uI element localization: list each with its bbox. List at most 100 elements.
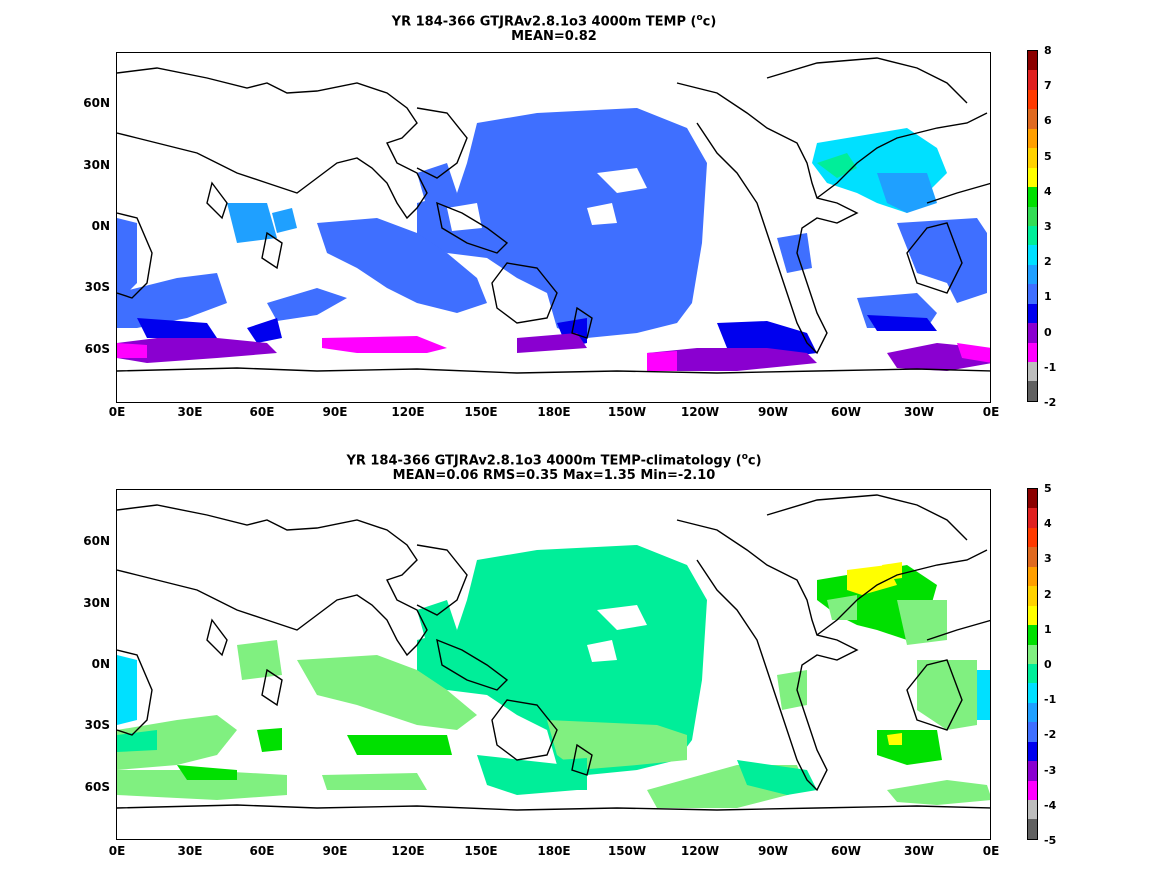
colorbar-tick-label: -1 bbox=[1044, 360, 1057, 374]
colorbar-tick-label: -3 bbox=[1044, 763, 1057, 777]
colorbar-tick-label: 2 bbox=[1044, 255, 1052, 269]
x-tick-label: 0E bbox=[982, 844, 1000, 858]
colorbar-tick-label: 4 bbox=[1044, 184, 1052, 198]
panel-subtitle: MEAN=0.82 bbox=[511, 29, 597, 44]
colorbar bbox=[1027, 488, 1038, 840]
temperature-anomaly-field bbox=[117, 545, 990, 808]
x-tick-label: 0E bbox=[108, 844, 126, 858]
y-tick-label: 60S bbox=[84, 780, 110, 794]
colorbar-segment bbox=[1028, 206, 1037, 226]
colorbar-segment bbox=[1028, 187, 1037, 207]
colorbar-tick-label: -2 bbox=[1044, 728, 1057, 742]
colorbar-tick-label: 0 bbox=[1044, 658, 1052, 671]
x-tick-label: 60W bbox=[831, 405, 861, 419]
x-tick-label: 0E bbox=[982, 405, 1000, 419]
colorbar-segment bbox=[1028, 51, 1037, 71]
title-suffix: ) bbox=[710, 14, 717, 30]
colorbar-tick-label: 6 bbox=[1044, 114, 1052, 128]
x-tick-label: 120W bbox=[680, 405, 720, 419]
colorbar-tick-label: 1 bbox=[1044, 622, 1052, 636]
colorbar-segment bbox=[1028, 362, 1037, 382]
y-tick-label: 60S bbox=[84, 342, 110, 356]
x-tick-label: 150W bbox=[607, 405, 647, 419]
title-suffix: ) bbox=[755, 453, 762, 469]
colorbar-segment bbox=[1028, 342, 1037, 362]
x-tick-label: 90W bbox=[758, 844, 788, 858]
colorbar-segment bbox=[1028, 323, 1037, 343]
panel-subtitle: MEAN=0.06 RMS=0.35 Max=1.35 Min=-2.10 bbox=[392, 468, 716, 483]
colorbar-segment bbox=[1028, 761, 1037, 781]
colorbar-tick-label: 0 bbox=[1044, 325, 1052, 339]
colorbar-segment bbox=[1028, 702, 1037, 723]
colorbar-segment bbox=[1028, 225, 1037, 246]
colorbar-segment bbox=[1028, 109, 1037, 129]
title-text: YR 184-366 GTJRAv2.8.1o3 4000m TEMP ( bbox=[391, 14, 697, 30]
colorbar-tick-label: 1 bbox=[1044, 290, 1052, 304]
colorbar-segment bbox=[1028, 819, 1037, 839]
y-tick-label: 60N bbox=[83, 534, 110, 548]
title-unit-sup: o bbox=[741, 452, 748, 462]
panel-title: YR 184-366 GTJRAv2.8.1o3 4000m TEMP (oc) bbox=[0, 10, 1108, 30]
title-unit: c bbox=[747, 453, 756, 469]
map-plot bbox=[116, 52, 991, 403]
colorbar-segment bbox=[1028, 148, 1037, 168]
colorbar-segment bbox=[1028, 489, 1037, 509]
panel-title: YR 184-366 GTJRAv2.8.1o3 4000m TEMP-clim… bbox=[0, 449, 1108, 469]
y-tick-label: 30N bbox=[83, 596, 110, 610]
colorbar-tick-label: -4 bbox=[1044, 798, 1057, 812]
x-tick-label: 30W bbox=[904, 405, 934, 419]
x-tick-label: 150E bbox=[464, 405, 498, 419]
colorbar-tick-label: 3 bbox=[1044, 220, 1052, 233]
colorbar-tick-label: 8 bbox=[1044, 44, 1052, 57]
y-tick-label: 60N bbox=[83, 96, 110, 110]
x-tick-label: 150W bbox=[607, 844, 647, 858]
x-tick-label: 180E bbox=[537, 844, 571, 858]
x-tick-label: 60E bbox=[249, 844, 275, 858]
temperature-field bbox=[117, 108, 990, 371]
x-tick-label: 120E bbox=[391, 405, 425, 419]
colorbar-tick-label: 7 bbox=[1044, 79, 1052, 93]
colorbar-segment bbox=[1028, 663, 1037, 684]
colorbar-tick-label: 5 bbox=[1044, 149, 1052, 163]
y-tick-label: 30N bbox=[83, 158, 110, 172]
coastlines bbox=[117, 494, 990, 811]
colorbar-tick-label: -2 bbox=[1044, 396, 1057, 409]
colorbar-segment bbox=[1028, 800, 1037, 820]
y-tick-label: 0N bbox=[91, 219, 110, 233]
x-tick-label: 180E bbox=[537, 405, 571, 419]
colorbar-segment bbox=[1028, 264, 1037, 285]
colorbar-segment bbox=[1028, 381, 1037, 401]
colorbar-segment bbox=[1028, 625, 1037, 645]
colorbar-segment bbox=[1028, 128, 1037, 149]
coastlines bbox=[117, 57, 990, 374]
x-tick-label: 120W bbox=[680, 844, 720, 858]
colorbar-tick-label: -5 bbox=[1044, 834, 1057, 847]
colorbar-segment bbox=[1028, 70, 1037, 90]
colorbar-segment bbox=[1028, 741, 1037, 762]
colorbar-segment bbox=[1028, 303, 1037, 324]
map-svg bbox=[117, 57, 990, 374]
x-tick-label: 30E bbox=[177, 844, 203, 858]
x-tick-label: 90E bbox=[322, 405, 348, 419]
colorbar-tick-label: 3 bbox=[1044, 552, 1052, 566]
colorbar-tick-label: 2 bbox=[1044, 587, 1052, 601]
x-tick-label: 90W bbox=[758, 405, 788, 419]
y-tick-label: 30S bbox=[84, 280, 110, 294]
title-unit-sup: o bbox=[696, 13, 703, 23]
colorbar-segment bbox=[1028, 566, 1037, 587]
x-tick-label: 120E bbox=[391, 844, 425, 858]
x-tick-label: 60W bbox=[831, 844, 861, 858]
colorbar-segment bbox=[1028, 245, 1037, 265]
colorbar-segment bbox=[1028, 547, 1037, 567]
colorbar-segment bbox=[1028, 89, 1037, 110]
colorbar-segment bbox=[1028, 508, 1037, 528]
colorbar-tick-label: -1 bbox=[1044, 693, 1057, 707]
map-svg bbox=[117, 494, 990, 811]
colorbar bbox=[1027, 50, 1038, 402]
colorbar-tick-label: 4 bbox=[1044, 517, 1052, 531]
colorbar-segment bbox=[1028, 683, 1037, 703]
y-tick-label: 30S bbox=[84, 718, 110, 732]
colorbar-segment bbox=[1028, 167, 1037, 188]
colorbar-tick-label: 5 bbox=[1044, 482, 1052, 495]
colorbar-segment bbox=[1028, 605, 1037, 626]
